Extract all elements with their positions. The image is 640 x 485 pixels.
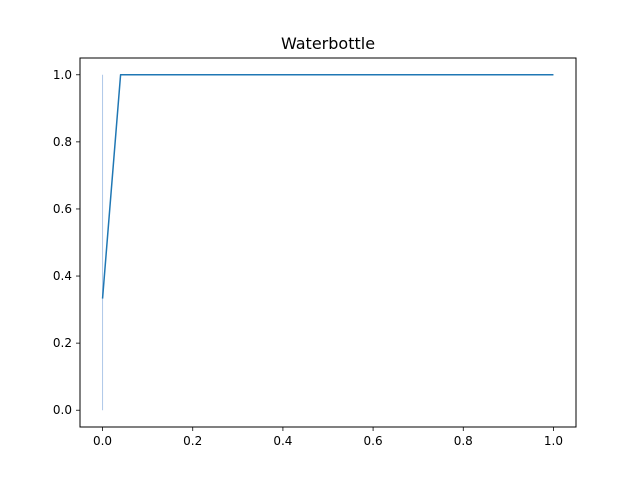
x-tick-label: 0.2 xyxy=(183,434,202,448)
plot-frame xyxy=(79,57,577,428)
series-layer xyxy=(101,74,554,411)
series-line-1 xyxy=(101,74,554,299)
chart-title: Waterbottle xyxy=(281,34,375,53)
x-axis: 0.0 0.2 0.4 0.6 0.8 1.0 xyxy=(93,427,563,448)
y-tick-label: 0.8 xyxy=(53,135,72,149)
y-tick-label: 0.6 xyxy=(53,202,72,216)
y-tick-label: 1.0 xyxy=(53,68,72,82)
y-axis: 0.0 0.2 0.4 0.6 0.8 1.0 xyxy=(53,68,80,417)
y-tick-label: 0.4 xyxy=(53,269,72,283)
x-tick-label: 0.4 xyxy=(273,434,292,448)
x-tick-label: 0.8 xyxy=(454,434,473,448)
y-tick-label: 0.0 xyxy=(53,403,72,417)
y-tick-label: 0.2 xyxy=(53,336,72,350)
x-tick-label: 1.0 xyxy=(544,434,563,448)
x-tick-label: 0.6 xyxy=(364,434,383,448)
x-tick-label: 0.0 xyxy=(93,434,112,448)
